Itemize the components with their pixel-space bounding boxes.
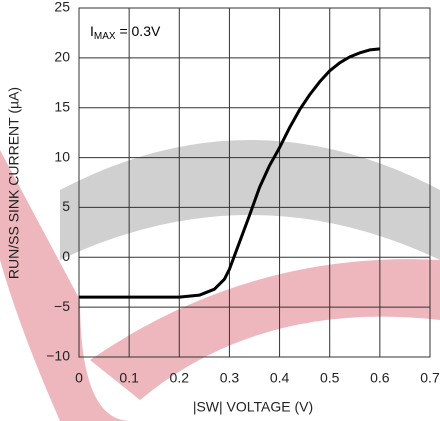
y-tick-label: 5 [62, 198, 70, 214]
x-tick-label: 0.7 [420, 370, 440, 386]
y-tick-label: 25 [54, 0, 70, 15]
y-axis-label: RUN/SS SINK CURRENT (µA) [6, 87, 22, 279]
x-tick-label: 0.5 [320, 370, 340, 386]
watermark-pink-right [90, 259, 440, 400]
x-tick-label: 0.1 [119, 370, 139, 386]
annotation-sub: MAX [94, 31, 116, 42]
y-tick-label: 15 [54, 98, 70, 114]
y-tick-label: 0 [62, 248, 70, 264]
annotation-rest: = 0.3V [116, 23, 161, 39]
annotation-text: I [90, 23, 94, 39]
x-tick-label: 0.4 [270, 370, 290, 386]
x-tick-label: 0 [75, 370, 83, 386]
watermark-pink-left [0, 150, 130, 421]
y-tick-label: −5 [54, 298, 70, 314]
x-axis-label: |SW| VOLTAGE (V) [193, 399, 313, 415]
y-tick-label: 20 [54, 49, 70, 65]
x-tick-label: 0.2 [170, 370, 190, 386]
y-tick-label: 10 [54, 148, 70, 164]
x-tick-label: 0.3 [220, 370, 240, 386]
watermark-gray [60, 140, 440, 260]
data-line [79, 47, 381, 299]
y-tick-label: −10 [46, 348, 70, 364]
annotation: IMAX = 0.3V [90, 23, 161, 42]
x-tick-label: 0.6 [370, 370, 390, 386]
